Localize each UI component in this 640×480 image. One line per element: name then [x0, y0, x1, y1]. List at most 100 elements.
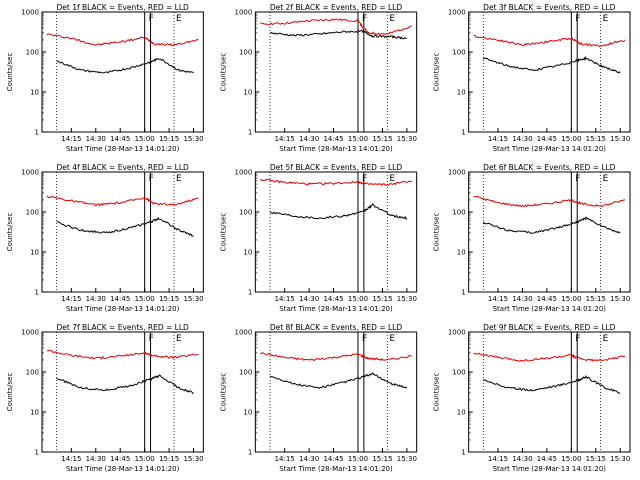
- x-tick-label: 15:15: [159, 135, 179, 143]
- x-axis-label: Start Time (28-Mar-13 14:01:20): [493, 305, 607, 313]
- x-tick-label: 15:30: [183, 455, 203, 463]
- marker-label: E: [603, 14, 609, 24]
- x-tick-label: 14:45: [110, 295, 130, 303]
- x-tick-label: 14:45: [537, 455, 557, 463]
- detector-panel-9: Det 9f BLACK = Events, RED = LLD 1 10 100 10…: [433, 323, 631, 473]
- y-tick-label: 1000: [21, 9, 39, 17]
- x-tick-label: 14:15: [275, 135, 295, 143]
- series-events-line: [482, 55, 621, 74]
- y-tick-label: 10: [243, 409, 252, 417]
- plot-frame: [41, 171, 204, 293]
- x-tick-label: 15:15: [372, 295, 392, 303]
- x-tick-label: 14:45: [323, 455, 343, 463]
- x-tick-label: 15:00: [348, 295, 368, 303]
- y-tick-label: 1000: [235, 9, 253, 17]
- x-tick-label: 14:45: [537, 135, 557, 143]
- marker-label: E: [176, 174, 182, 184]
- marker-label: E: [603, 334, 609, 344]
- detector-panel-3: Det 3f BLACK = Events, RED = LLD 1 10 100 10…: [433, 3, 631, 153]
- y-tick-label: 1: [461, 129, 465, 137]
- series-lld-line: [473, 195, 626, 208]
- y-tick-label: 100: [26, 49, 39, 57]
- plot-frame: [254, 11, 418, 133]
- y-tick-label: 10: [243, 249, 252, 257]
- panel-title: Det 5f BLACK = Events, RED = LLD: [270, 163, 403, 172]
- panel-title: Det 2f BLACK = Events, RED = LLD: [270, 3, 403, 12]
- x-tick-label: 14:45: [110, 135, 130, 143]
- x-tick-label: 14:45: [110, 455, 130, 463]
- y-tick-label: 1000: [448, 169, 466, 177]
- x-tick-label: 15:00: [348, 135, 368, 143]
- y-tick-label: 100: [452, 209, 465, 217]
- x-axis-label: Start Time (28-Mar-13 14:01:20): [493, 145, 607, 153]
- y-axis-label: Counts/sec: [219, 373, 227, 412]
- panel-title: Det 3f BLACK = Events, RED = LLD: [483, 3, 616, 12]
- x-tick-label: 14:45: [323, 135, 343, 143]
- x-axis-label: Start Time (28-Mar-13 14:01:20): [279, 305, 393, 313]
- detector-panel-2: Det 2f BLACK = Events, RED = LLD 1 10 100 10…: [219, 3, 418, 153]
- y-tick-label: 1: [461, 289, 465, 297]
- y-tick-label: 1000: [21, 169, 39, 177]
- y-tick-label: 100: [239, 369, 252, 377]
- y-axis-label: Counts/sec: [6, 213, 14, 252]
- series-events-line: [56, 374, 194, 395]
- panel-title: Det 1f BLACK = Events, RED = LLD: [57, 3, 190, 12]
- series-lld-line: [46, 195, 199, 207]
- x-tick-label: 15:30: [610, 135, 630, 143]
- x-tick-label: 15:00: [561, 135, 581, 143]
- x-tick-label: 14:30: [512, 295, 532, 303]
- y-axis-label: Counts/sec: [219, 53, 227, 92]
- plot-frame: [41, 331, 204, 453]
- x-tick-label: 14:30: [86, 455, 106, 463]
- x-tick-label: 15:00: [135, 135, 155, 143]
- x-tick-label: 14:30: [299, 135, 319, 143]
- y-tick-label: 1000: [21, 329, 39, 337]
- x-tick-label: 14:30: [86, 295, 106, 303]
- x-axis-label: Start Time (28-Mar-13 14:01:20): [279, 145, 393, 153]
- x-tick-label: 14:30: [299, 455, 319, 463]
- x-tick-label: 14:45: [323, 295, 343, 303]
- detector-panel-4: Det 4f BLACK = Events, RED = LLD 1 10 100 10…: [6, 163, 204, 313]
- y-tick-label: 1000: [235, 169, 253, 177]
- y-tick-label: 1: [35, 129, 39, 137]
- series-events-line: [56, 58, 194, 74]
- x-tick-label: 15:30: [610, 455, 630, 463]
- y-tick-label: 100: [239, 209, 252, 217]
- x-axis-label: Start Time (28-Mar-13 14:01:20): [66, 145, 180, 153]
- series-events-line: [269, 29, 408, 40]
- series-events-line: [483, 374, 621, 394]
- marker-label: E: [603, 174, 609, 184]
- x-tick-label: 15:30: [397, 295, 417, 303]
- plot-frame: [468, 331, 631, 453]
- y-axis-label: Counts/sec: [219, 213, 227, 252]
- marker-label: E: [176, 334, 182, 344]
- detector-panel-7: Det 7f BLACK = Events, RED = LLD 1 10 100 10…: [6, 323, 204, 473]
- x-axis-label: Start Time (28-Mar-13 14:01:20): [279, 465, 393, 473]
- x-tick-label: 15:30: [397, 135, 417, 143]
- marker-label: E: [389, 334, 395, 344]
- series-events-line: [269, 372, 408, 390]
- marker-label: E: [176, 14, 182, 24]
- marker-label: E: [389, 174, 395, 184]
- series-events-line: [56, 216, 194, 237]
- plot-frame: [41, 11, 204, 133]
- panel-title: Det 4f BLACK = Events, RED = LLD: [57, 163, 190, 172]
- series-lld-line: [46, 349, 199, 360]
- x-tick-label: 15:00: [135, 295, 155, 303]
- y-tick-label: 1: [248, 449, 252, 457]
- y-tick-label: 10: [457, 89, 466, 97]
- x-tick-label: 14:15: [61, 135, 81, 143]
- x-tick-label: 15:00: [561, 455, 581, 463]
- x-tick-label: 14:30: [512, 135, 532, 143]
- y-tick-label: 1: [461, 449, 465, 457]
- detector-panel-8: Det 8f BLACK = Events, RED = LLD 1 10 100 10…: [219, 323, 418, 473]
- x-tick-label: 14:30: [86, 135, 106, 143]
- x-tick-label: 15:15: [586, 455, 606, 463]
- detector-panel-1: Det 1f BLACK = Events, RED = LLD 1 10 100 10…: [6, 3, 204, 153]
- marker-label: F: [575, 334, 580, 344]
- panel-title: Det 9f BLACK = Events, RED = LLD: [483, 323, 616, 332]
- x-tick-label: 15:15: [159, 295, 179, 303]
- x-tick-label: 15:00: [348, 455, 368, 463]
- y-axis-label: Counts/sec: [6, 373, 14, 412]
